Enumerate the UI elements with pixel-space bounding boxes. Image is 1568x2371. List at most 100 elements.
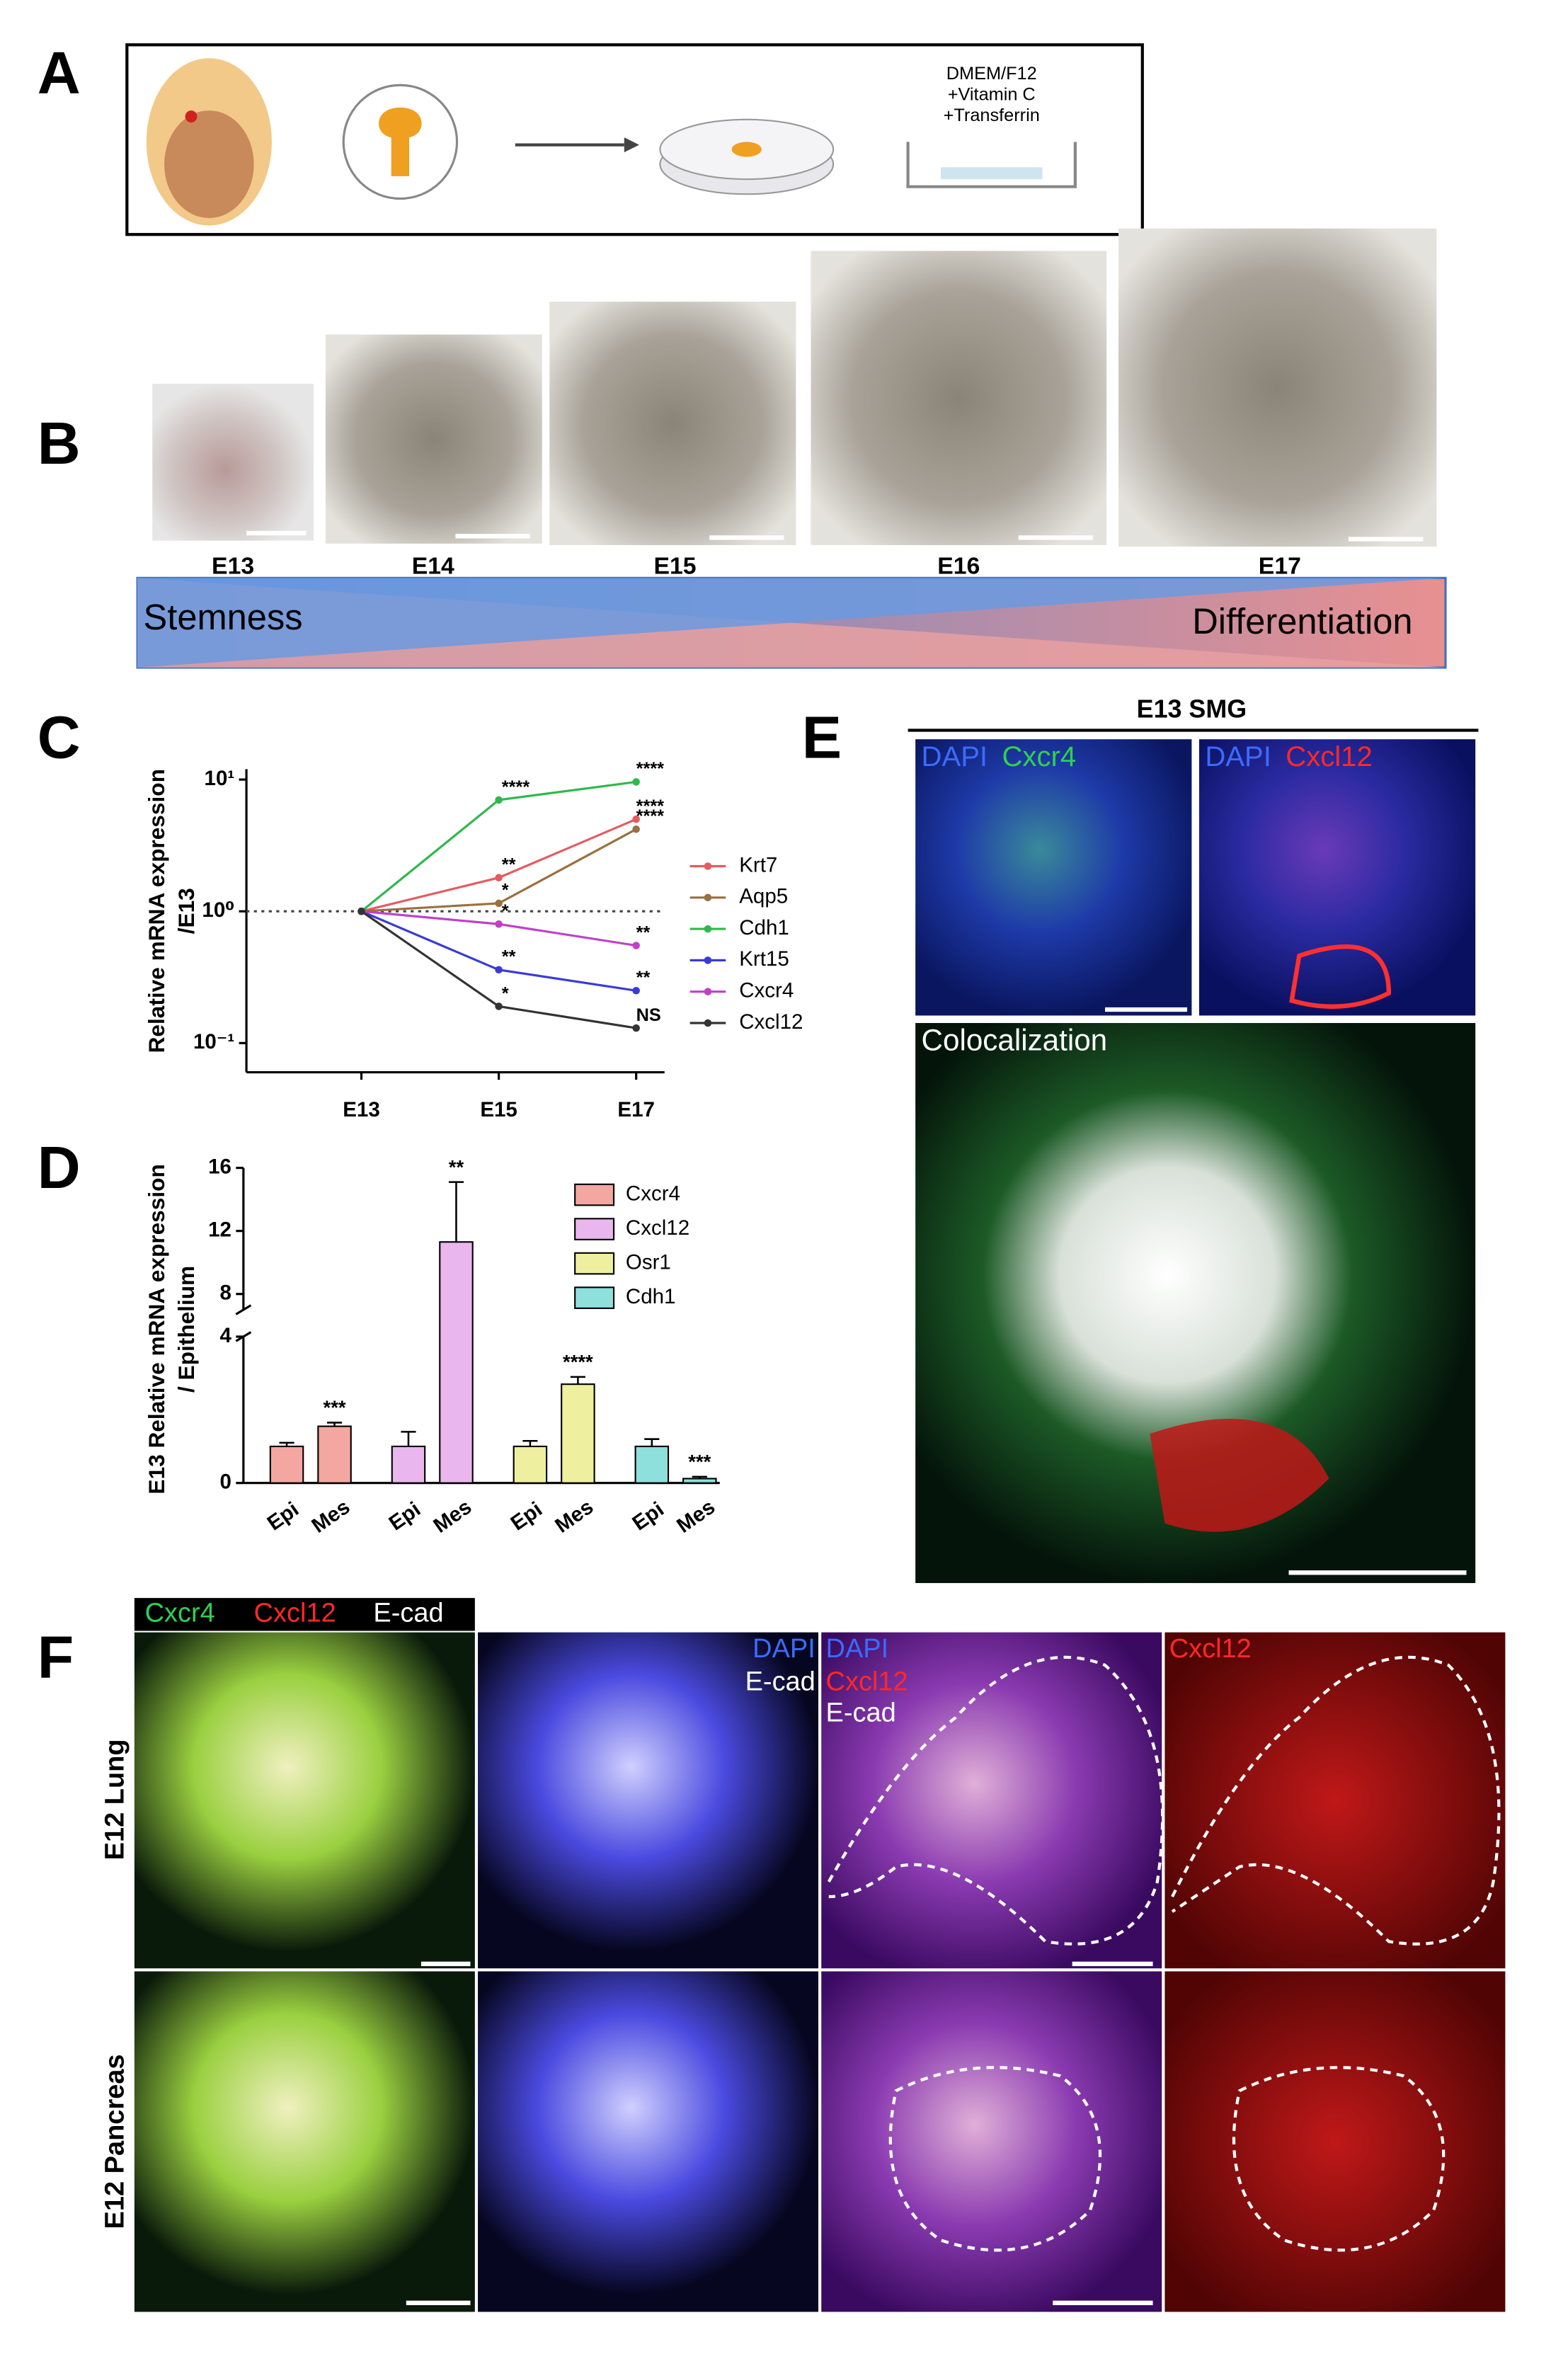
micrograph (1118, 228, 1437, 547)
legend-label: Cxcl12 (739, 1010, 803, 1034)
data-point (632, 986, 640, 995)
y-axis-label: E13 Relative mRNA expression (144, 1164, 169, 1494)
stage-label: E16 (937, 553, 980, 580)
legend-label: Krt7 (739, 853, 777, 876)
series-line (361, 818, 637, 913)
micrograph (811, 251, 1107, 545)
legend-marker (704, 925, 712, 933)
significance: **** (563, 1351, 593, 1373)
bar (682, 1478, 717, 1484)
legend-label: Osr1 (626, 1250, 671, 1274)
y-tick-label: 10⁰ (202, 898, 234, 922)
stage-label: E14 (412, 553, 454, 580)
legend-label: Cxcr4 (739, 978, 794, 1002)
significance: *** (688, 1451, 711, 1473)
gland (379, 107, 422, 176)
micrograph (915, 739, 1192, 1016)
panel-letter: B (38, 410, 81, 476)
x-tick-label: Mes (307, 1495, 354, 1538)
y-axis-label: /E13 (173, 888, 199, 934)
micrograph (134, 1632, 475, 1969)
y-axis-label: / Epithelium (173, 1266, 199, 1393)
bar (439, 1241, 474, 1484)
cxcl12-signal (1150, 1418, 1329, 1532)
legend-label: Cdh1 (739, 916, 789, 939)
bar (634, 1445, 670, 1484)
cxcl12-signal (1289, 944, 1392, 1009)
bar-chart: 0 4 8 12 16 E13 Relative mRNA expression / Epi… (144, 1155, 720, 1538)
legend-swatch (574, 1252, 615, 1275)
header-box (134, 1598, 475, 1631)
medium-text: +Transferrin (944, 105, 1040, 125)
significance: *** (324, 1397, 346, 1419)
x-tick-label: Mes (429, 1495, 476, 1538)
stain-label: Cxcr4 (1002, 741, 1076, 772)
significance: NS (636, 1005, 661, 1025)
stain-label: Cxcl12 (254, 1598, 336, 1628)
x-tick-label: Epi (263, 1497, 304, 1535)
x-tick-label: Epi (628, 1497, 668, 1535)
bar (513, 1445, 548, 1484)
outline (888, 2066, 1102, 2252)
medium-text: DMEM/F12 (946, 64, 1037, 84)
series-line (361, 828, 637, 913)
panel-caption: Colocalization (922, 1024, 1108, 1057)
legend-label: Aqp5 (739, 885, 788, 908)
data-point (495, 874, 503, 881)
micrograph (549, 302, 796, 545)
stain-label: DAPI (1205, 741, 1271, 772)
legend-label: Cxcl12 (626, 1216, 689, 1240)
stain-label: DAPI (826, 1634, 889, 1664)
arrow-head (624, 137, 639, 153)
stage-label: E13 (212, 553, 254, 580)
holder (906, 142, 1077, 188)
stage-label: E15 (653, 553, 696, 580)
significance: * (502, 901, 509, 921)
data-point (632, 825, 640, 833)
data-point (632, 815, 640, 823)
micrograph (478, 1971, 819, 2312)
schematic-box (125, 43, 1144, 236)
y-tick-label: 10¹ (205, 767, 235, 790)
stain-label: DAPI (922, 741, 988, 772)
bar (317, 1425, 352, 1484)
y-tick-label: 16 (208, 1155, 231, 1178)
legend-marker (704, 988, 712, 995)
legend-marker (704, 1019, 712, 1027)
line-chart: 10⁻¹ 10⁰ 10¹ E13 E15 E17 Relative mRNA express… (144, 759, 803, 1121)
y-tick-label: 0 (220, 1470, 231, 1494)
stain-label: DAPI (752, 1634, 816, 1664)
x-tick-label: E13 (343, 1098, 380, 1121)
data-point (495, 1002, 503, 1010)
significance: ** (636, 968, 651, 988)
data-point (357, 907, 365, 915)
legend-marker (704, 956, 712, 964)
data-point (495, 899, 503, 908)
panel-letter: E (802, 704, 842, 771)
gland-site (185, 110, 198, 122)
stain-label: Cxcl12 (1169, 1634, 1252, 1664)
x-tick-label: Epi (384, 1497, 425, 1535)
legend-marker (704, 862, 712, 870)
micrograph (1198, 739, 1476, 1016)
significance: **** (636, 759, 665, 779)
data-point (495, 796, 503, 804)
legend-swatch (574, 1286, 615, 1309)
micrograph (1164, 1971, 1506, 2312)
y-tick-label: 12 (208, 1218, 231, 1241)
stain-label: E-cad (373, 1598, 443, 1628)
stain-label: Cxcl12 (826, 1667, 908, 1696)
significance: **** (636, 796, 665, 816)
panel-letter: C (38, 704, 81, 771)
y-axis-label: Relative mRNA expression (144, 769, 169, 1053)
stemness-wedge (137, 578, 1446, 668)
x-tick-label: E17 (617, 1098, 655, 1121)
y-tick-label: 10⁻¹ (193, 1030, 234, 1053)
medium-text: +Vitamin C (948, 85, 1036, 105)
significance: **** (502, 777, 530, 797)
data-point (632, 1024, 640, 1032)
data-point (632, 778, 640, 786)
significance: ** (502, 855, 516, 875)
data-point (495, 966, 503, 974)
